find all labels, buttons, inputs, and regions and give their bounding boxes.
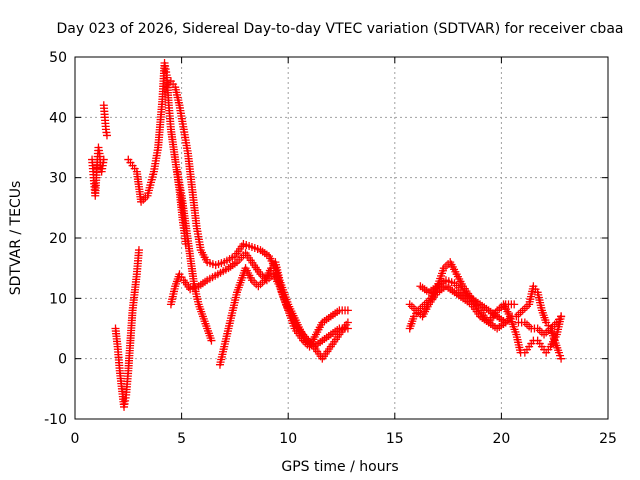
data-point	[525, 322, 534, 331]
data-point	[542, 328, 551, 337]
series-arc-d	[124, 59, 190, 249]
data-point	[405, 300, 414, 309]
series-arc-e	[162, 77, 352, 351]
data-point	[256, 280, 265, 289]
y-tick-label: 0	[58, 352, 67, 368]
y-tick-label: 50	[49, 50, 67, 66]
y-tick-label: 10	[49, 291, 67, 307]
data-point	[522, 320, 531, 329]
series-arc-h	[215, 258, 352, 369]
data-point	[99, 155, 108, 164]
data-point	[514, 310, 523, 319]
series-arc-l	[499, 300, 566, 357]
data-point	[520, 304, 529, 313]
series-arc-g	[173, 167, 216, 345]
data-point	[518, 306, 527, 315]
y-axis-label: SDTVAR / TECUs	[8, 181, 24, 296]
grid	[75, 57, 608, 419]
series-arc-k	[416, 276, 517, 327]
data-point	[407, 302, 416, 311]
series-arc-c	[111, 246, 143, 411]
x-tick-label: 20	[492, 431, 510, 447]
y-tick-label: -10	[44, 412, 67, 428]
data-point	[102, 131, 111, 140]
data-point	[409, 304, 418, 313]
x-tick-label: 0	[71, 431, 80, 447]
data-point	[516, 308, 525, 317]
data-point	[540, 330, 549, 339]
x-tick-label: 10	[279, 431, 297, 447]
series-arc-f	[166, 249, 352, 363]
data-point	[254, 282, 263, 291]
y-tick-label: 40	[49, 110, 67, 126]
y-tick-label: 20	[49, 231, 67, 247]
series-arc-n	[514, 312, 566, 339]
data-point	[134, 246, 143, 255]
plot-area	[88, 59, 566, 411]
data-point	[343, 306, 352, 315]
data-point	[510, 300, 519, 309]
y-tick-label: 30	[49, 171, 67, 187]
chart-title: Day 023 of 2026, Sidereal Day-to-day VTE…	[57, 21, 624, 37]
data-point	[535, 326, 544, 335]
data-point	[557, 354, 566, 363]
data-point	[557, 312, 566, 321]
series-arc-m	[512, 282, 566, 363]
data-point	[414, 308, 423, 317]
x-tick-label: 25	[599, 431, 617, 447]
x-axis-label: GPS time / hours	[281, 459, 398, 475]
data-point	[343, 324, 352, 333]
x-tick-label: 5	[177, 431, 186, 447]
series-arc-b	[99, 101, 111, 140]
x-tick-label: 15	[386, 431, 404, 447]
series-arc-a	[88, 143, 108, 200]
data-point	[207, 336, 216, 345]
